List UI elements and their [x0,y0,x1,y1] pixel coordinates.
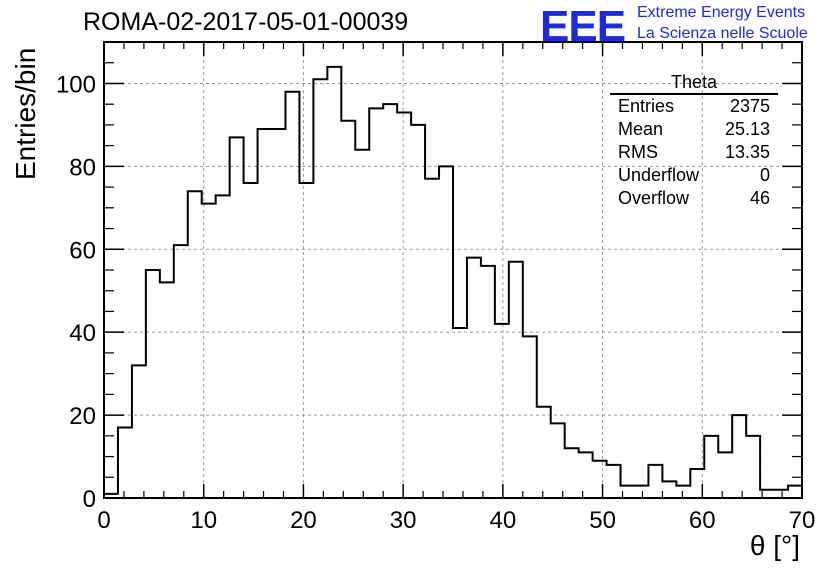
stats-row-rms: RMS 13.35 [610,141,778,164]
stats-box: Theta Entries 2375 Mean 25.13 RMS 13.35 … [610,72,778,210]
plot-frame [103,41,803,499]
y-tick-label: 100 [56,71,96,98]
stats-value: 2375 [729,96,770,116]
x-tick-label: 0 [97,507,110,534]
tick-labels: 0 10 20 30 40 50 60 70 0 20 40 60 80 100 [56,71,815,534]
y-tick-label: 60 [69,237,96,264]
stats-value: 46 [749,188,770,208]
stats-label: Underflow [618,165,700,185]
stats-label: Mean [618,119,664,139]
stats-label: Overflow [618,188,690,208]
logo-caption-line1: Extreme Energy Events [637,4,806,21]
x-tick-label: 20 [290,507,317,534]
stats-value: 25.13 [724,119,770,139]
y-axis-label: Entries/bin [10,47,41,180]
logo-caption-line2: La Scienza nelle Scuole [637,25,808,42]
y-tick-label: 40 [69,320,96,347]
chart-title: ROMA-02-2017-05-01-00039 [83,8,409,36]
stats-title: Theta [610,72,778,95]
stats-row-overflow: Overflow 46 [610,187,778,210]
stats-value: 0 [759,165,770,185]
x-axis-label: θ [°] [749,530,800,561]
x-tick-label: 40 [490,507,517,534]
stats-row-entries: Entries 2375 [610,95,778,118]
stats-label: RMS [618,142,658,162]
x-tick-label: 10 [190,507,217,534]
stats-row-underflow: Underflow 0 [610,164,778,187]
stats-label: Entries [618,96,675,116]
y-tick-label: 20 [69,403,96,430]
histogram-line [104,65,802,495]
x-tick-label: 50 [589,507,616,534]
x-tick-label: 70 [789,507,816,534]
x-tick-label: 60 [689,507,716,534]
stats-row-mean: Mean 25.13 [610,118,778,141]
eee-logo: EEE [540,2,626,51]
stats-value: 13.35 [724,142,770,162]
x-tick-label: 30 [390,507,417,534]
y-tick-label: 80 [69,154,96,181]
y-tick-label: 0 [83,486,96,513]
